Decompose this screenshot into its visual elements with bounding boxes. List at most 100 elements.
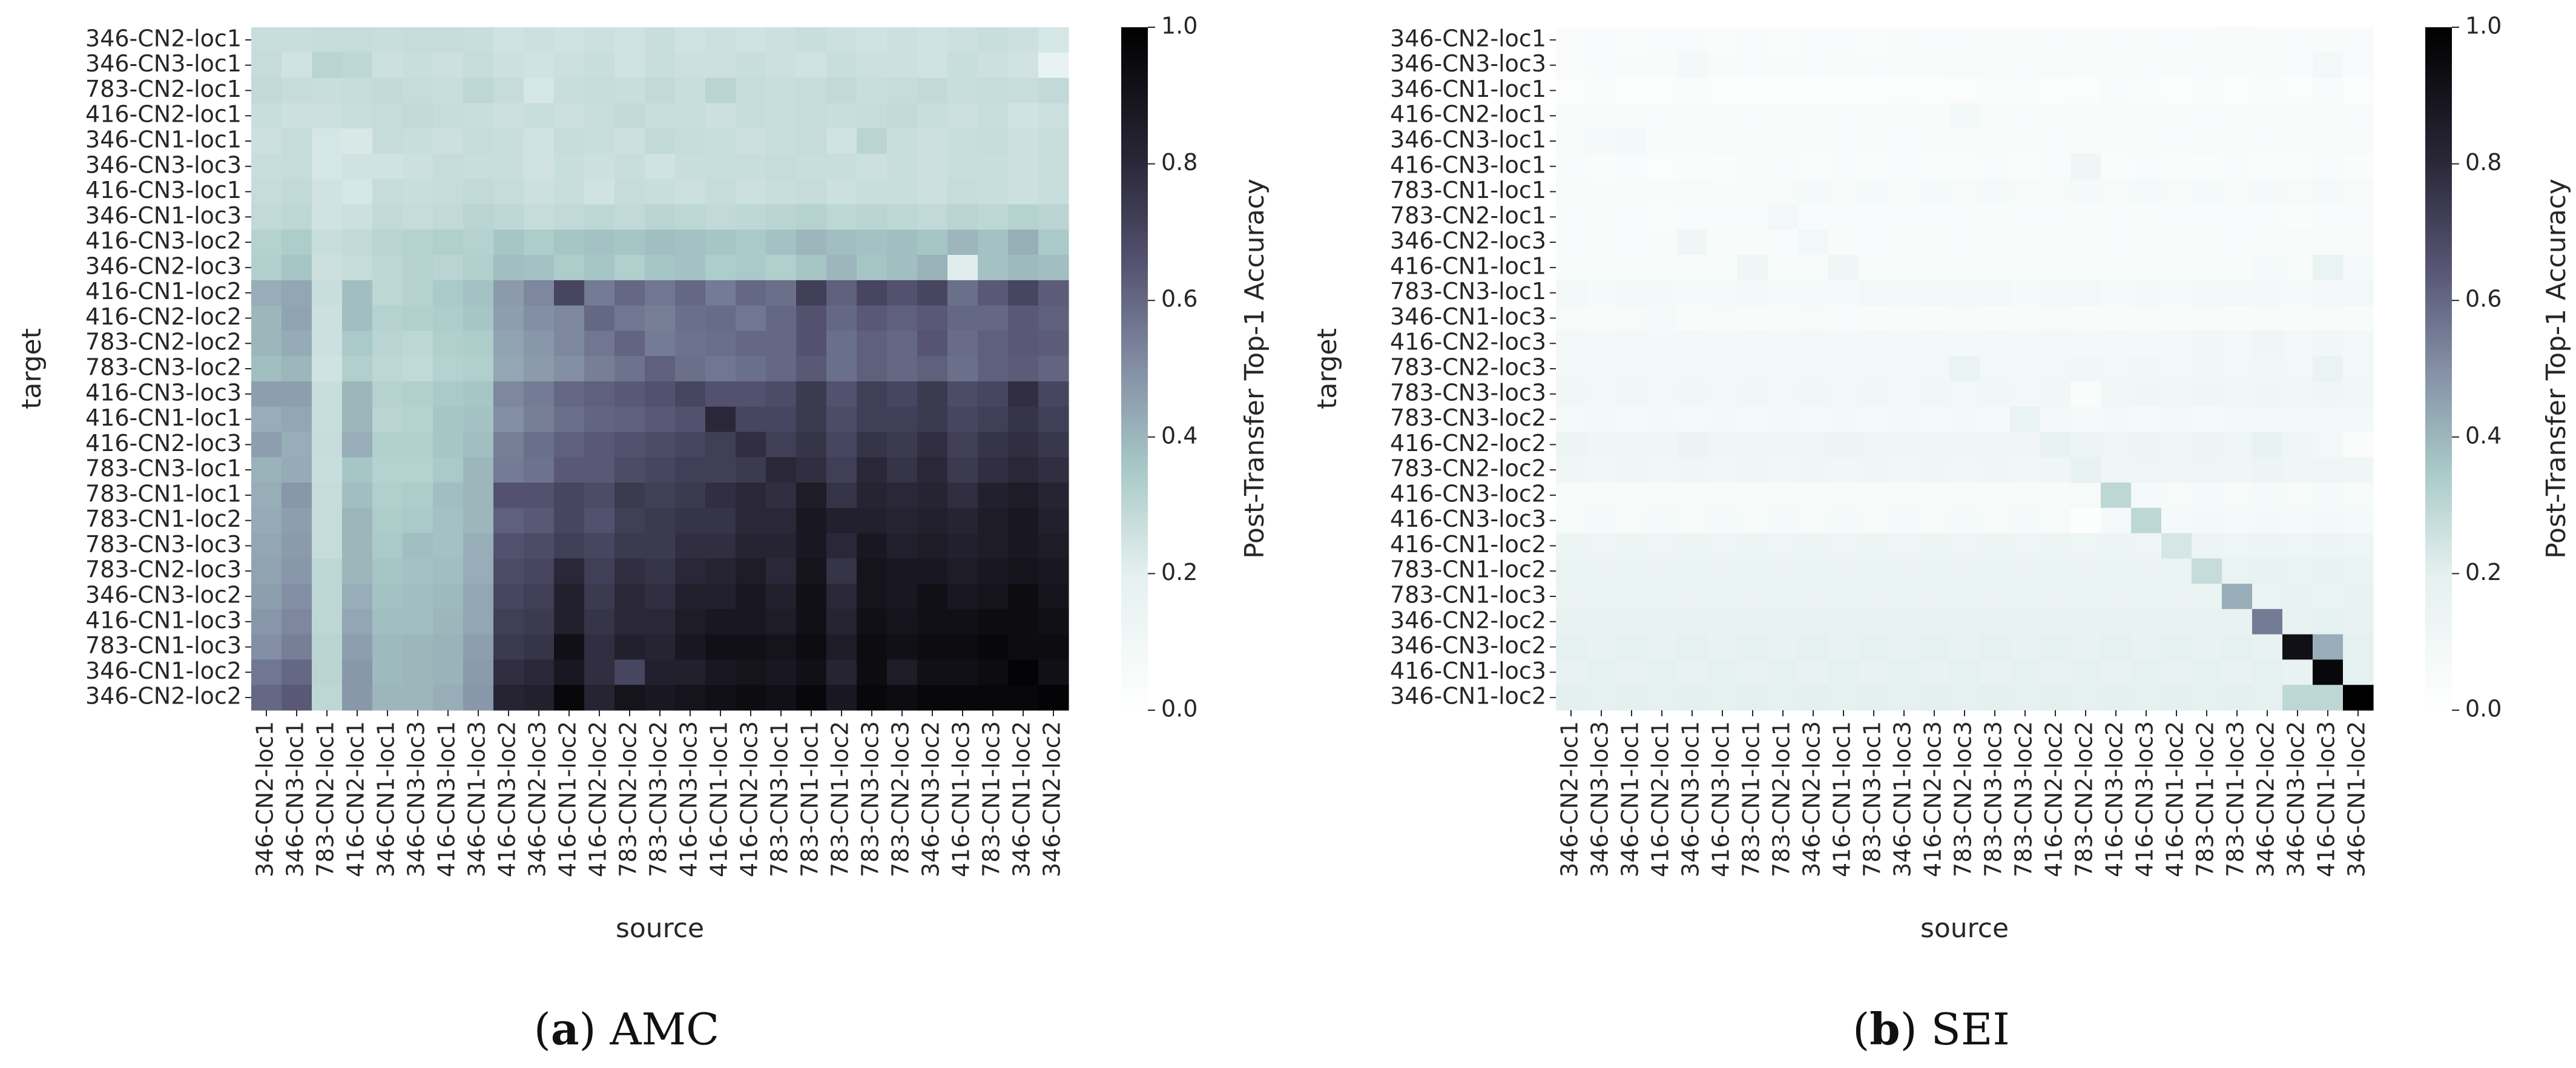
heatmap-cell xyxy=(1038,305,1069,331)
y-tick-label: 783-CN2-loc3 xyxy=(85,556,242,583)
heatmap-cell xyxy=(1586,685,1617,711)
heatmap-cell xyxy=(1798,507,1829,534)
heatmap-cell xyxy=(493,406,524,433)
y-tick-label: 783-CN3-loc1 xyxy=(85,455,242,482)
heatmap-cell xyxy=(2252,204,2283,230)
heatmap-cell xyxy=(1828,659,1859,685)
heatmap-cell xyxy=(2222,584,2253,610)
heatmap-cell xyxy=(796,507,827,534)
heatmap-cell xyxy=(342,432,373,458)
heatmap-cell xyxy=(826,432,857,458)
heatmap-cell xyxy=(1647,584,1678,610)
heatmap-cell xyxy=(493,558,524,584)
heatmap-cell xyxy=(251,584,282,610)
heatmap-cell xyxy=(2192,381,2222,407)
heatmap-cell xyxy=(2161,179,2192,205)
y-tick-label: 346-CN1-loc1 xyxy=(1390,76,1546,102)
heatmap-cell xyxy=(826,128,857,154)
heatmap-cell xyxy=(463,685,494,711)
heatmap-cell xyxy=(614,128,645,154)
heatmap-cell xyxy=(1980,507,2011,534)
heatmap-cell xyxy=(463,52,494,79)
heatmap-cell xyxy=(493,507,524,534)
heatmap-cell xyxy=(1556,103,1587,129)
heatmap-cell xyxy=(1980,52,2011,79)
heatmap-cell xyxy=(2282,558,2313,584)
heatmap-cell xyxy=(766,685,797,711)
heatmap-cell xyxy=(584,179,615,205)
x-tick-label: 416-CN3-loc3 xyxy=(2132,721,2158,877)
y-tick-label: 416-CN3-loc2 xyxy=(1390,480,1546,507)
heatmap-cell xyxy=(1616,659,1647,685)
heatmap-cell xyxy=(857,128,888,154)
heatmap-cell xyxy=(826,659,857,685)
heatmap-cell xyxy=(857,204,888,230)
heatmap-cell xyxy=(675,305,706,331)
heatmap-cell xyxy=(947,77,978,104)
heatmap-cell xyxy=(2222,659,2253,685)
x-tick-label: 416-CN2-loc2 xyxy=(585,721,611,877)
heatmap-cell xyxy=(826,179,857,205)
heatmap-cell xyxy=(554,52,585,79)
heatmap-cell xyxy=(614,77,645,104)
y-tick-label: 783-CN3-loc3 xyxy=(85,531,242,558)
heatmap-cell xyxy=(645,685,676,711)
colorbar-tick-label: 0.6 xyxy=(1161,286,1197,312)
heatmap-cell xyxy=(2313,331,2344,357)
heatmap-cell xyxy=(1677,204,1708,230)
heatmap-cell xyxy=(2192,27,2222,53)
heatmap-cell xyxy=(2161,27,2192,53)
heatmap-cell xyxy=(947,204,978,230)
heatmap-cell xyxy=(1889,406,1920,433)
heatmap-cell xyxy=(1859,457,1889,483)
heatmap-cell xyxy=(2252,27,2283,53)
heatmap-cell xyxy=(2070,608,2101,635)
heatmap-cell xyxy=(1707,483,1738,509)
heatmap-cell xyxy=(1586,153,1617,180)
heatmap-cell xyxy=(1616,128,1647,154)
heatmap-cell xyxy=(2131,204,2162,230)
heatmap-cell xyxy=(403,128,433,154)
heatmap-cell xyxy=(372,685,403,711)
y-axis-title: target xyxy=(1312,328,1343,409)
heatmap-cell xyxy=(312,533,343,559)
heatmap-cell xyxy=(887,533,918,559)
heatmap-cell xyxy=(917,432,948,458)
heatmap-cell xyxy=(2282,483,2313,509)
heatmap-cell xyxy=(826,305,857,331)
heatmap-cell xyxy=(2131,685,2162,711)
heatmap-cell xyxy=(857,634,888,661)
heatmap-cell xyxy=(887,331,918,357)
heatmap-cell xyxy=(1949,179,1980,205)
heatmap-cell xyxy=(1798,381,1829,407)
heatmap-cell xyxy=(1798,356,1829,382)
heatmap-cell xyxy=(1859,584,1889,610)
y-tick-label: 346-CN3-loc3 xyxy=(1390,50,1546,77)
heatmap-cell xyxy=(947,128,978,154)
heatmap-cell xyxy=(947,179,978,205)
heatmap-cell xyxy=(1586,305,1617,331)
heatmap-cell xyxy=(282,153,312,180)
y-tick-label: 416-CN2-loc1 xyxy=(1390,101,1546,128)
heatmap-panel-sei: 346-CN2-loc1346-CN3-loc3346-CN1-loc1416-… xyxy=(1312,13,2572,1055)
heatmap-cell xyxy=(917,507,948,534)
heatmap-cell xyxy=(2252,634,2283,661)
heatmap-cell xyxy=(736,331,766,357)
heatmap-cell xyxy=(1859,507,1889,534)
heatmap-cell xyxy=(1980,280,2011,306)
heatmap-cell xyxy=(342,204,373,230)
heatmap-cell xyxy=(1768,584,1799,610)
heatmap-cell xyxy=(1980,558,2011,584)
heatmap-cell xyxy=(403,483,433,509)
heatmap-cell xyxy=(1616,331,1647,357)
heatmap-cell xyxy=(978,255,1009,281)
x-tick-label: 783-CN1-loc3 xyxy=(978,721,1005,877)
heatmap-cell xyxy=(2070,255,2101,281)
heatmap-cell xyxy=(2313,229,2344,255)
heatmap-cell xyxy=(1038,255,1069,281)
heatmap-cell xyxy=(554,229,585,255)
heatmap-cell xyxy=(282,179,312,205)
heatmap-cell xyxy=(433,381,464,407)
heatmap-cell xyxy=(1647,280,1678,306)
x-tick-label: 346-CN2-loc2 xyxy=(1039,721,1066,877)
